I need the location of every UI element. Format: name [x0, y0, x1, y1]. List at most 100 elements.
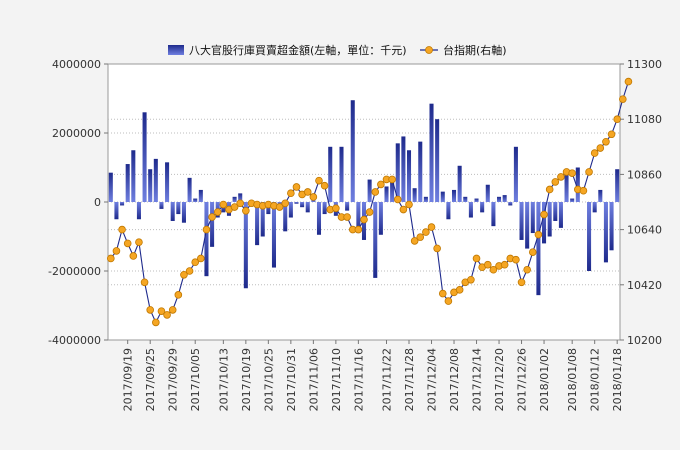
bar — [530, 202, 535, 234]
bar-series — [108, 100, 620, 296]
bar — [474, 198, 479, 202]
bar — [587, 202, 592, 271]
index-point — [242, 206, 250, 215]
bar — [603, 202, 608, 263]
index-point — [129, 252, 138, 260]
bar — [378, 202, 383, 235]
index-point — [438, 289, 447, 298]
x-tick-label: 2017/10/05 — [189, 348, 202, 411]
right-axis-ticks: 11300 11080 10860 10640 10420 10200 — [620, 58, 662, 347]
index-point — [568, 169, 576, 177]
x-tick-label: 2017/11/06 — [307, 348, 320, 411]
index-point — [118, 225, 126, 234]
index-point — [332, 204, 340, 213]
right-tick-label: 10200 — [627, 334, 662, 347]
index-point — [444, 297, 453, 305]
bar — [159, 202, 164, 209]
bar — [598, 189, 603, 202]
bar — [316, 202, 322, 235]
legend: 八大官股行庫買賣超金額(左軸，單位：千元) 台指期(右軸) — [168, 43, 507, 57]
index-point — [523, 265, 531, 274]
x-tick-label: 2017/11/10 — [330, 348, 343, 411]
bar — [463, 196, 468, 202]
index-point — [585, 168, 593, 176]
index-point — [315, 176, 323, 185]
bar — [283, 202, 288, 232]
line-series — [107, 77, 633, 327]
right-tick-label: 10860 — [627, 168, 662, 181]
index-point — [388, 175, 396, 184]
x-tick-label: 2017/10/13 — [217, 348, 230, 411]
bar — [406, 150, 412, 202]
bar — [373, 202, 378, 278]
left-tick-label: -2000000 — [48, 265, 101, 278]
index-point — [112, 247, 121, 255]
left-axis-ticks: 4000000 2000000 0 -2000000 -4000000 — [48, 58, 108, 347]
bar — [243, 202, 248, 289]
bar — [525, 202, 530, 249]
bar — [125, 164, 130, 202]
bar — [232, 196, 237, 202]
index-point — [613, 115, 621, 123]
bar — [536, 202, 541, 296]
index-point — [157, 307, 166, 315]
index-point — [455, 286, 464, 294]
index-point — [275, 203, 284, 211]
index-point — [512, 255, 520, 264]
index-point — [410, 237, 419, 245]
left-tick-label: -4000000 — [48, 334, 101, 347]
bar — [497, 196, 502, 202]
bar — [451, 189, 457, 202]
index-point — [191, 258, 200, 267]
index-point — [405, 200, 413, 209]
bar — [170, 202, 175, 221]
bar — [345, 202, 350, 211]
index-point — [236, 199, 245, 208]
right-tick-label: 11080 — [627, 113, 662, 126]
index-point — [393, 195, 402, 204]
x-tick-label: 2017/12/26 — [516, 348, 529, 411]
bar — [508, 202, 513, 206]
bar — [238, 193, 243, 202]
index-point — [551, 178, 560, 186]
bar — [418, 141, 423, 202]
bar — [440, 191, 445, 202]
bar — [339, 146, 344, 202]
left-tick-label: 2000000 — [52, 127, 101, 140]
index-point — [399, 205, 408, 214]
index-point — [163, 311, 171, 319]
x-tick-label: 2017/12/14 — [471, 348, 484, 411]
x-tick-label: 2017/10/19 — [240, 348, 253, 411]
index-point — [230, 203, 239, 211]
bar — [547, 202, 552, 237]
bar — [198, 189, 203, 202]
legend-bar-label: 八大官股行庫買賣超金額(左軸，單位：千元) — [189, 43, 407, 57]
bar — [322, 202, 327, 215]
bar — [108, 172, 113, 202]
index-point — [320, 181, 329, 190]
index-point — [534, 230, 543, 239]
x-tick-label: 2018/01/02 — [538, 348, 551, 411]
index-point — [596, 144, 605, 152]
bar — [300, 202, 305, 208]
index-point — [197, 254, 205, 263]
bar — [435, 119, 440, 202]
index-point — [545, 185, 554, 194]
index-point — [287, 189, 295, 198]
index-point — [377, 180, 385, 189]
index-point — [354, 225, 363, 234]
index-point — [123, 239, 132, 248]
left-tick-label: 0 — [94, 196, 101, 209]
index-point — [590, 149, 599, 157]
bar — [204, 202, 209, 277]
index-point — [213, 208, 222, 216]
bar — [446, 202, 451, 220]
bar — [210, 202, 215, 247]
index-point — [360, 215, 368, 224]
bar — [271, 202, 277, 268]
x-tick-label: 2017/09/29 — [167, 348, 180, 411]
x-tick-label: 2017/11/16 — [352, 348, 365, 411]
bar — [114, 202, 119, 220]
bar — [390, 179, 395, 202]
x-tick-label: 2018/01/18 — [611, 348, 624, 411]
